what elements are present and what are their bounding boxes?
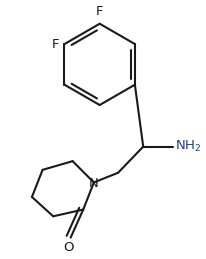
Text: O: O: [63, 241, 74, 255]
Text: NH$_2$: NH$_2$: [175, 139, 201, 154]
Text: F: F: [96, 5, 103, 18]
Text: F: F: [52, 38, 60, 51]
Text: N: N: [89, 177, 99, 190]
